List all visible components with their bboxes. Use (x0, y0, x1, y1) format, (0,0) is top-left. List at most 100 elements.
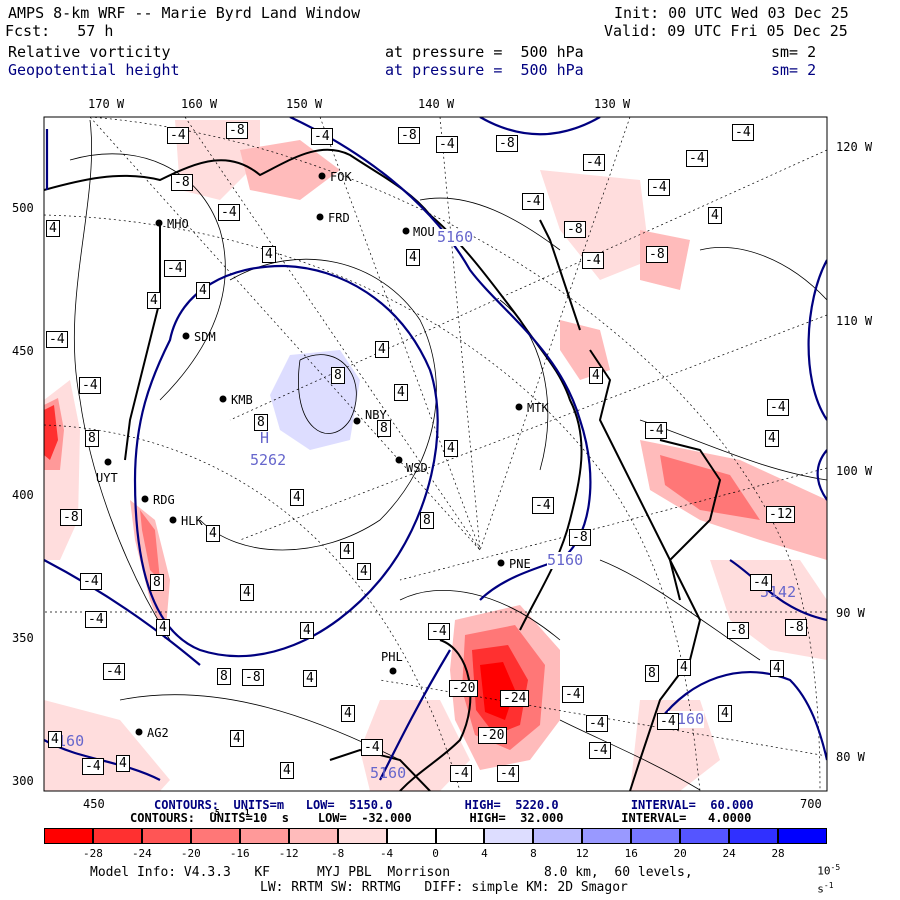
station-label: WSD (406, 461, 428, 475)
vorticity-label: -4 (361, 739, 383, 756)
field2-smoothing: sm= 2 (771, 61, 817, 79)
colorbar-cell (533, 828, 583, 844)
vorticity-label: -4 (767, 399, 789, 416)
colorbar-cell (239, 828, 289, 844)
vorticity-shade (560, 320, 610, 380)
height-contour (479, 117, 601, 136)
colorbar-tick-label: -16 (229, 847, 250, 860)
vorticity-label: 8 (217, 668, 231, 685)
vorticity-label: 4 (230, 730, 244, 747)
vorticity-label: 4 (708, 207, 722, 224)
vorticity-label: -4 (428, 623, 450, 640)
vorticity-label: -4 (164, 260, 186, 277)
vorticity-unit-s-exponent: -1 (240, 808, 250, 817)
vorticity-shade (660, 455, 760, 520)
colorbar-cell (435, 828, 485, 844)
station-dot (141, 495, 149, 503)
station-label: RDG (153, 493, 175, 507)
vorticity-shade (360, 700, 470, 791)
vorticity-label: -24 (500, 690, 530, 707)
colorbar-tick-label: 0 (432, 847, 439, 860)
height-contour (807, 259, 827, 421)
vorticity-label: 4 (406, 249, 420, 266)
colorbar-cell (288, 828, 338, 844)
station-label: MOU (413, 225, 435, 239)
meridian (479, 117, 631, 551)
colorbar-cell (778, 828, 827, 844)
vorticity-label: 4 (156, 619, 170, 636)
meridian (89, 117, 481, 551)
lon-label-right: 90 W (836, 606, 865, 620)
colorbar-cell (386, 828, 436, 844)
vorticity-label: 4 (444, 440, 458, 457)
vorticity-label: -12 (766, 506, 796, 523)
vorticity-label: -8 (226, 122, 248, 139)
vorticity-label: -4 (85, 611, 107, 628)
height-contour (379, 649, 451, 781)
colorbar-tick-label: 24 (722, 847, 736, 860)
vorticity-shade (140, 510, 160, 580)
vorticity-label: -8 (171, 174, 193, 191)
vorticity-label: -4 (167, 127, 189, 144)
vorticity-label: -8 (496, 135, 518, 152)
lon-label-top: 130 W (594, 97, 631, 111)
vorticity-contour (699, 247, 827, 301)
vorticity-label: -4 (522, 193, 544, 210)
station-dot (169, 516, 177, 524)
station-dot (353, 417, 361, 425)
vorticity-label: 8 (420, 512, 434, 529)
vorticity-label: -8 (569, 529, 591, 546)
vorticity-label: -4 (450, 765, 472, 782)
coastline (659, 439, 722, 601)
lon-label-right: 100 W (836, 464, 873, 478)
vorticity-label: 4 (394, 384, 408, 401)
high-value: 5262 (250, 451, 287, 469)
lon-label-top: 140 W (418, 97, 455, 111)
vorticity-label: 8 (377, 420, 391, 437)
vorticity-label: -20 (449, 680, 479, 697)
vorticity-label: 8 (331, 367, 345, 384)
vorticity-label: -4 (648, 179, 670, 196)
lon-label-right: 110 W (836, 314, 873, 328)
colorbar-cell (92, 828, 142, 844)
colorbar-cell (141, 828, 191, 844)
station-dot (104, 458, 112, 466)
colorbar-unit-base: 10 (817, 864, 831, 878)
vorticity-label: -8 (564, 221, 586, 238)
init-time: Init: 00 UTC Wed 03 Dec 25 (614, 4, 849, 22)
x-tick: 450 (83, 797, 105, 811)
parallel (44, 214, 701, 791)
height-contour (729, 559, 827, 622)
station-dot (395, 456, 403, 464)
colorbar-cell (729, 828, 779, 844)
vorticity-label: 4 (340, 542, 354, 559)
vorticity-shade (44, 700, 170, 791)
colorbar-unit-s: s (817, 882, 824, 896)
vorticity-contour (69, 153, 226, 401)
map-frame (43, 116, 828, 792)
station-label: NBY (365, 408, 387, 422)
y-tick: 400 (12, 488, 34, 502)
valid-time: Valid: 09 UTC Fri 05 Dec 25 (604, 22, 848, 40)
colorbar-tick-label: -12 (278, 847, 299, 860)
vorticity-contour (419, 197, 561, 251)
vorticity-label: -4 (586, 715, 608, 732)
model-info: Model Info: V4.3.3 KF MYJ PBL Morrison 8… (90, 865, 693, 880)
meridian (229, 149, 827, 421)
station-label: PHL (381, 650, 403, 664)
vorticity-shade (44, 405, 58, 460)
vorticity-label: -4 (732, 124, 754, 141)
vorticity-label: -4 (80, 573, 102, 590)
x-tick: 700 (800, 797, 822, 811)
lon-label-top: 160 W (181, 97, 218, 111)
height-contour (816, 449, 827, 501)
colorbar-tick-label: -4 (379, 847, 394, 860)
lon-label-top: 150 W (286, 97, 323, 111)
colorbar-cell (582, 828, 632, 844)
station-label: UYT (96, 471, 118, 485)
meridian (399, 467, 827, 581)
vorticity-label: -4 (750, 574, 772, 591)
colorbar-cell (484, 828, 534, 844)
height-label: 5160 (547, 551, 584, 569)
colorbar-tick-label: -24 (131, 847, 152, 860)
